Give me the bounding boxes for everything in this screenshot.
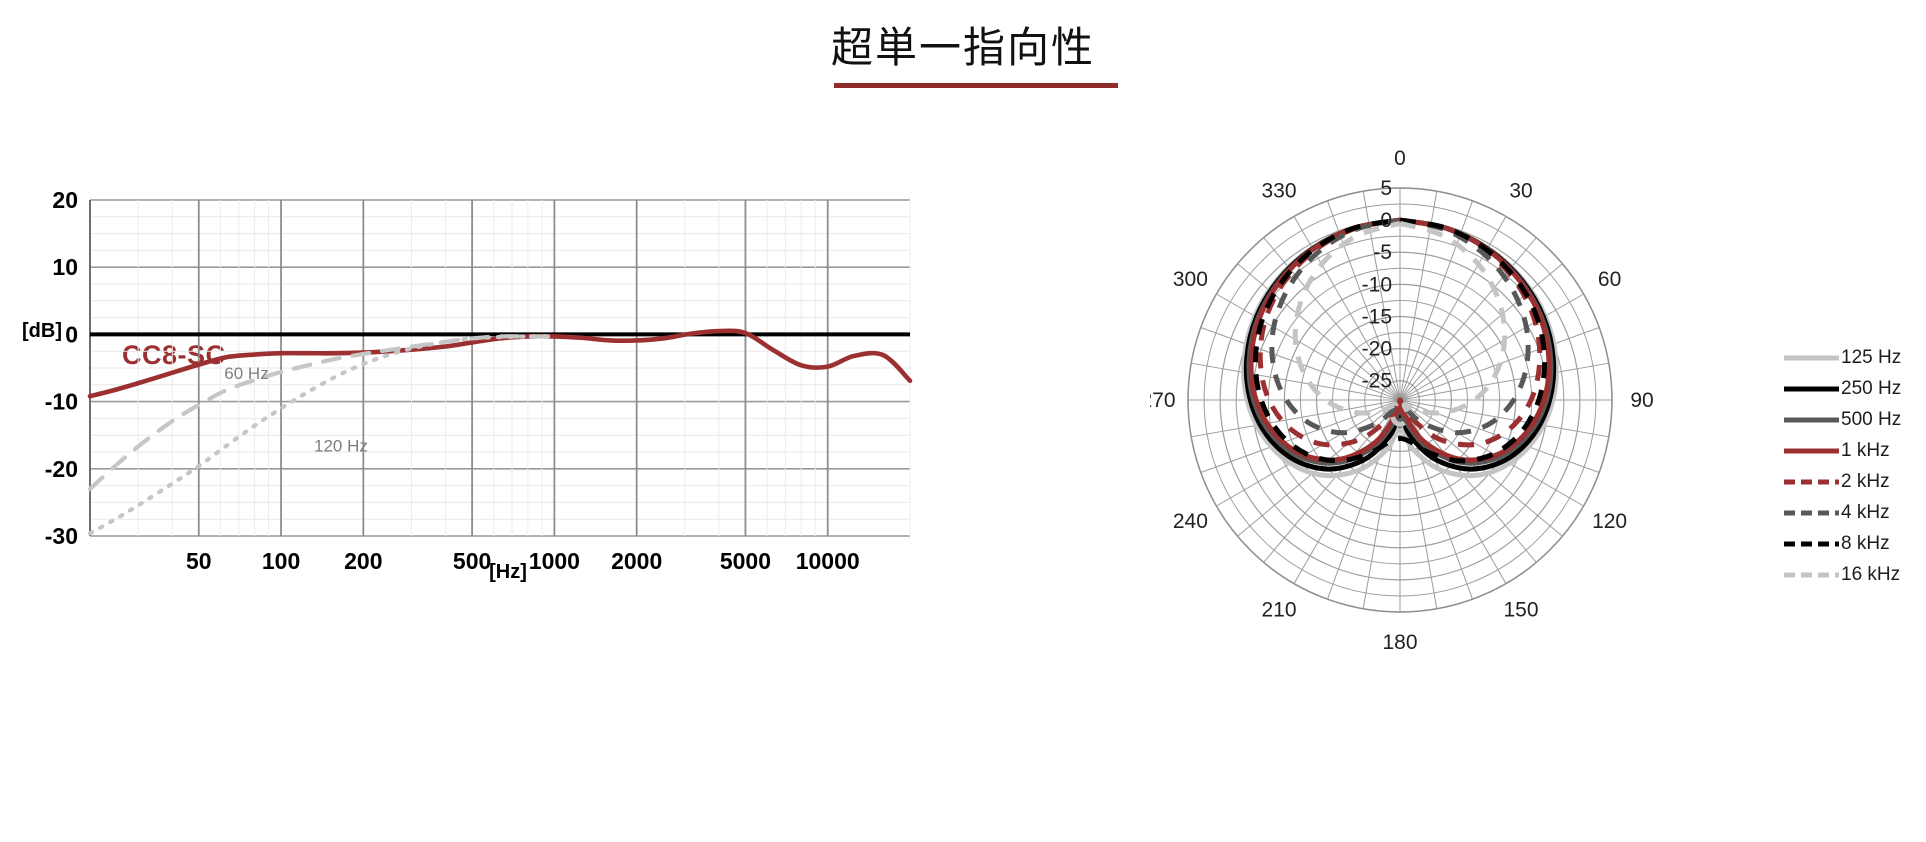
polar-angle-tick: 90 bbox=[1630, 389, 1653, 412]
legend-row: 1 kHz bbox=[1784, 435, 1919, 466]
polar-angle-tick: 60 bbox=[1598, 268, 1621, 291]
polar-pattern-chart: 50-5-10-15-20-25 03060901201501802102402… bbox=[1140, 140, 1670, 660]
freq-x-tick: 2000 bbox=[611, 548, 662, 574]
polar-legend: 125 Hz 250 Hz 500 Hz 1 kHz 2 kHz 4 kHz 8 kHz 16… bbox=[1784, 342, 1919, 590]
legend-swatch-125-hz bbox=[1784, 351, 1839, 365]
legend-swatch-4-khz bbox=[1784, 506, 1839, 520]
freq-annotation-1: 120 Hz bbox=[314, 436, 368, 455]
polar-radial-tick: -20 bbox=[1362, 338, 1392, 361]
legend-swatch-16-khz bbox=[1784, 568, 1839, 582]
polar-curve bbox=[1257, 217, 1543, 448]
legend-row: 16 kHz bbox=[1784, 559, 1919, 590]
polar-radial-tick: -5 bbox=[1373, 241, 1392, 264]
polar-angle-tick: 210 bbox=[1261, 599, 1296, 622]
freq-x-tick: 100 bbox=[262, 548, 300, 574]
polar-angle-tick: 240 bbox=[1173, 510, 1208, 533]
polar-angle-tick: 30 bbox=[1509, 179, 1532, 202]
polar-radial-tick: -15 bbox=[1362, 305, 1392, 328]
polar-angle-tick: 180 bbox=[1382, 631, 1417, 654]
legend-label: 1 kHz bbox=[1841, 439, 1890, 461]
polar-curve bbox=[1292, 220, 1508, 427]
legend-swatch-250-hz bbox=[1784, 382, 1839, 396]
freq-annotations: 60 Hz 120 Hz bbox=[224, 364, 368, 456]
legend-swatch-1-khz bbox=[1784, 444, 1839, 458]
freq-y-tick-labels: -30 -20 -10 0 10 20 bbox=[45, 187, 78, 549]
polar-angle-tick: 270 bbox=[1150, 389, 1176, 412]
polar-plot: 50-5-10-15-20-25 03060901201501802102402… bbox=[1140, 147, 1653, 654]
legend-row: 125 Hz bbox=[1784, 342, 1919, 373]
legend-row: 2 kHz bbox=[1784, 466, 1919, 497]
legend-label: 250 Hz bbox=[1841, 377, 1902, 399]
freq-x-tick: 200 bbox=[344, 548, 382, 574]
freq-x-tick: 5000 bbox=[720, 548, 771, 574]
polar-angle-tick: 300 bbox=[1173, 268, 1208, 291]
legend-label: 2 kHz bbox=[1841, 470, 1890, 492]
freq-x-tick-labels: 50 100 200 500 1000 2000 5000 10000 bbox=[186, 548, 860, 574]
legend-row: 500 Hz bbox=[1784, 404, 1919, 435]
legend-row: 4 kHz bbox=[1784, 497, 1919, 528]
legend-swatch-8-khz bbox=[1784, 537, 1839, 551]
legend-label: 8 kHz bbox=[1841, 532, 1890, 554]
freq-gridlines bbox=[89, 199, 911, 537]
polar-radial-labels: 5 0 -5 -10 -15 -20 -25 bbox=[1362, 177, 1392, 393]
page-title: 超単一指向性 bbox=[830, 23, 1095, 72]
polar-radial-tick: -10 bbox=[1362, 273, 1392, 296]
freq-x-tick: 50 bbox=[186, 548, 212, 574]
legend-swatch-500-hz bbox=[1784, 413, 1839, 427]
legend-label: 16 kHz bbox=[1841, 563, 1901, 585]
legend-swatch-2-khz bbox=[1784, 475, 1839, 489]
polar-radial-tick: 0 bbox=[1380, 209, 1392, 232]
freq-x-tick: 500 bbox=[453, 548, 491, 574]
legend-label: 125 Hz bbox=[1841, 346, 1902, 368]
frequency-response-chart: CC8-SC 60 Hz 120 Hz -30 -20 -10 0 10 20 50 100 2… bbox=[0, 140, 1060, 760]
polar-radial-tick: -25 bbox=[1362, 370, 1392, 393]
polar-angle-tick: 150 bbox=[1503, 599, 1538, 622]
freq-y-tick: -30 bbox=[45, 523, 78, 549]
polar-angle-tick: 120 bbox=[1592, 510, 1627, 533]
legend-label: 500 Hz bbox=[1841, 408, 1902, 430]
legend-row: 8 kHz bbox=[1784, 528, 1919, 559]
freq-y-tick: -20 bbox=[45, 456, 78, 482]
polar-curves bbox=[1241, 217, 1559, 479]
freq-x-tick: 10000 bbox=[796, 548, 860, 574]
polar-angle-tick: 330 bbox=[1261, 179, 1296, 202]
legend-row: 250 Hz bbox=[1784, 373, 1919, 404]
freq-model-label: CC8-SC bbox=[122, 340, 226, 370]
frequency-response-plot: 60 Hz 120 Hz -30 -20 -10 0 10 20 50 100 200 500 10… bbox=[22, 187, 913, 583]
freq-curves bbox=[87, 328, 913, 536]
title-underline-rule bbox=[834, 83, 1118, 88]
freq-x-tick: 1000 bbox=[529, 548, 580, 574]
freq-annotation-0: 60 Hz bbox=[224, 364, 268, 383]
freq-y-tick: -10 bbox=[45, 389, 78, 415]
polar-radial-tick: 5 bbox=[1380, 177, 1392, 200]
freq-x-axis-label: [Hz] bbox=[489, 561, 527, 583]
freq-y-tick: 20 bbox=[52, 187, 78, 213]
polar-angle-labels: 0 30 60 90 120 150 180 210 240 270 300 330 bbox=[1140, 147, 1653, 654]
polar-angle-tick: 0 bbox=[1394, 147, 1406, 170]
freq-y-tick: 0 bbox=[65, 321, 78, 347]
freq-y-axis-label: [dB] bbox=[22, 320, 62, 342]
polar-curve bbox=[1252, 217, 1548, 464]
legend-label: 4 kHz bbox=[1841, 501, 1890, 523]
freq-y-tick: 10 bbox=[52, 254, 78, 280]
